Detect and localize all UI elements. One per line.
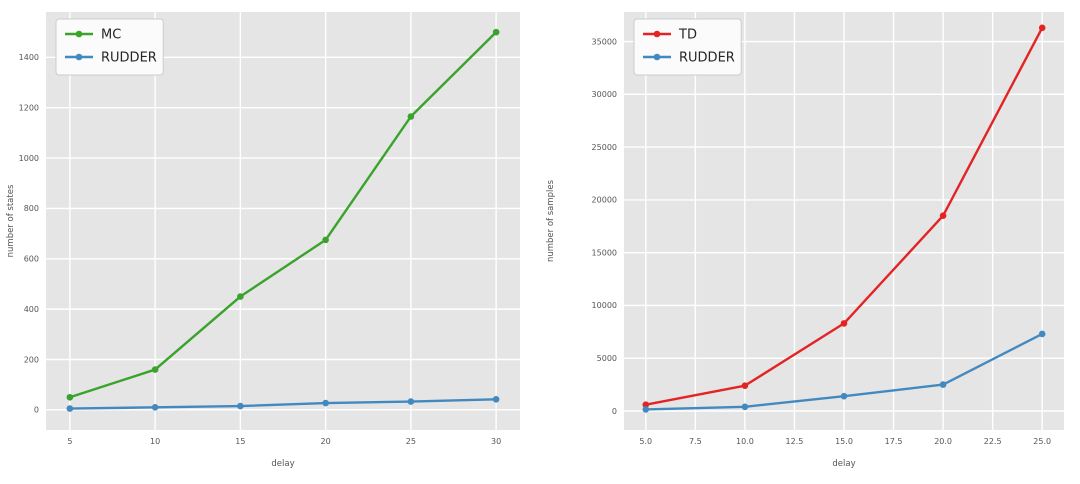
data-point <box>151 366 159 373</box>
x-tick-label: 12.5 <box>786 437 804 446</box>
legend-marker <box>75 53 83 61</box>
x-tick-label: 5.0 <box>639 437 652 446</box>
data-point <box>322 236 329 244</box>
y-tick-label: 5000 <box>597 354 617 363</box>
data-point <box>840 392 848 400</box>
legend-marker <box>653 30 661 38</box>
data-point <box>492 28 500 36</box>
data-point <box>407 113 415 120</box>
x-tick-label: 22.5 <box>984 437 1002 446</box>
y-tick-label: 25000 <box>592 143 617 152</box>
data-point <box>237 293 244 300</box>
y-tick-label: 20000 <box>592 196 617 205</box>
x-tick-label: 25.0 <box>1033 437 1051 446</box>
y-tick-label: 600 <box>24 255 39 264</box>
x-tick-label: 20.0 <box>934 437 952 446</box>
legend-label: RUDDER <box>679 51 735 66</box>
y-tick-label: 15000 <box>592 248 617 257</box>
x-tick-label: 5 <box>67 437 72 446</box>
data-point <box>642 406 650 413</box>
y-tick-label: 1400 <box>19 53 39 62</box>
data-point <box>1038 330 1046 338</box>
y-tick-label: 1200 <box>19 103 39 112</box>
x-axis-label: delay <box>271 459 294 469</box>
y-axis-label: number of states <box>6 184 16 257</box>
x-tick-label: 15.0 <box>835 437 853 446</box>
y-tick-label: 10000 <box>592 301 617 310</box>
data-point <box>407 398 415 405</box>
data-point <box>66 393 74 401</box>
y-axis-label: number of samples <box>546 179 556 262</box>
x-tick-label: 20 <box>321 437 331 446</box>
y-tick-label: 0 <box>612 407 617 416</box>
legend-label: MC <box>101 28 121 43</box>
data-point <box>1038 24 1046 32</box>
y-tick-label: 200 <box>24 355 39 364</box>
y-tick-label: 1000 <box>19 154 39 163</box>
x-tick-label: 17.5 <box>885 437 903 446</box>
data-point <box>939 212 947 220</box>
samples-chart: 0 5000 10000 15000 20000 25000 30000 35000 5.0 7.… <box>546 12 1064 469</box>
plot-area <box>46 12 520 430</box>
data-point <box>642 401 650 408</box>
data-point <box>322 399 329 407</box>
series-line-mc <box>69 31 497 399</box>
legend-label: TD <box>678 28 697 43</box>
figure-samples: 0 5000 10000 15000 20000 25000 30000 35000 5.0 7.… <box>540 0 1080 480</box>
y-tick-label: 30000 <box>592 90 617 99</box>
data-point <box>237 402 244 410</box>
y-tick-label: 800 <box>24 204 39 213</box>
data-point <box>741 403 749 411</box>
y-tick-label: 400 <box>24 305 39 314</box>
legend-marker <box>653 53 661 61</box>
legend-marker <box>75 30 83 38</box>
legend-label: RUDDER <box>101 51 157 66</box>
x-axis-label: delay <box>832 459 855 469</box>
series-line-rudder <box>69 398 497 410</box>
x-tick-label: 25 <box>406 437 416 446</box>
x-tick-label: 10 <box>150 437 160 446</box>
x-tick-label: 15 <box>235 437 245 446</box>
data-point <box>492 395 500 403</box>
data-point <box>66 405 74 412</box>
x-tick-label: 7.5 <box>689 437 702 446</box>
data-point <box>939 381 947 388</box>
x-tick-label: 30 <box>491 437 501 446</box>
y-tick-label: 35000 <box>592 37 617 46</box>
data-point <box>741 382 749 389</box>
data-point <box>840 320 848 327</box>
y-tick-label: 0 <box>34 406 39 415</box>
x-tick-label: 10.0 <box>736 437 754 446</box>
figure-states: 0 200 400 600 800 1000 1200 1400 5 10 15 20 25 30 dela… <box>0 0 540 480</box>
states-chart: 0 200 400 600 800 1000 1200 1400 5 10 15 20 25 30 dela… <box>6 12 520 469</box>
data-point <box>151 404 159 411</box>
